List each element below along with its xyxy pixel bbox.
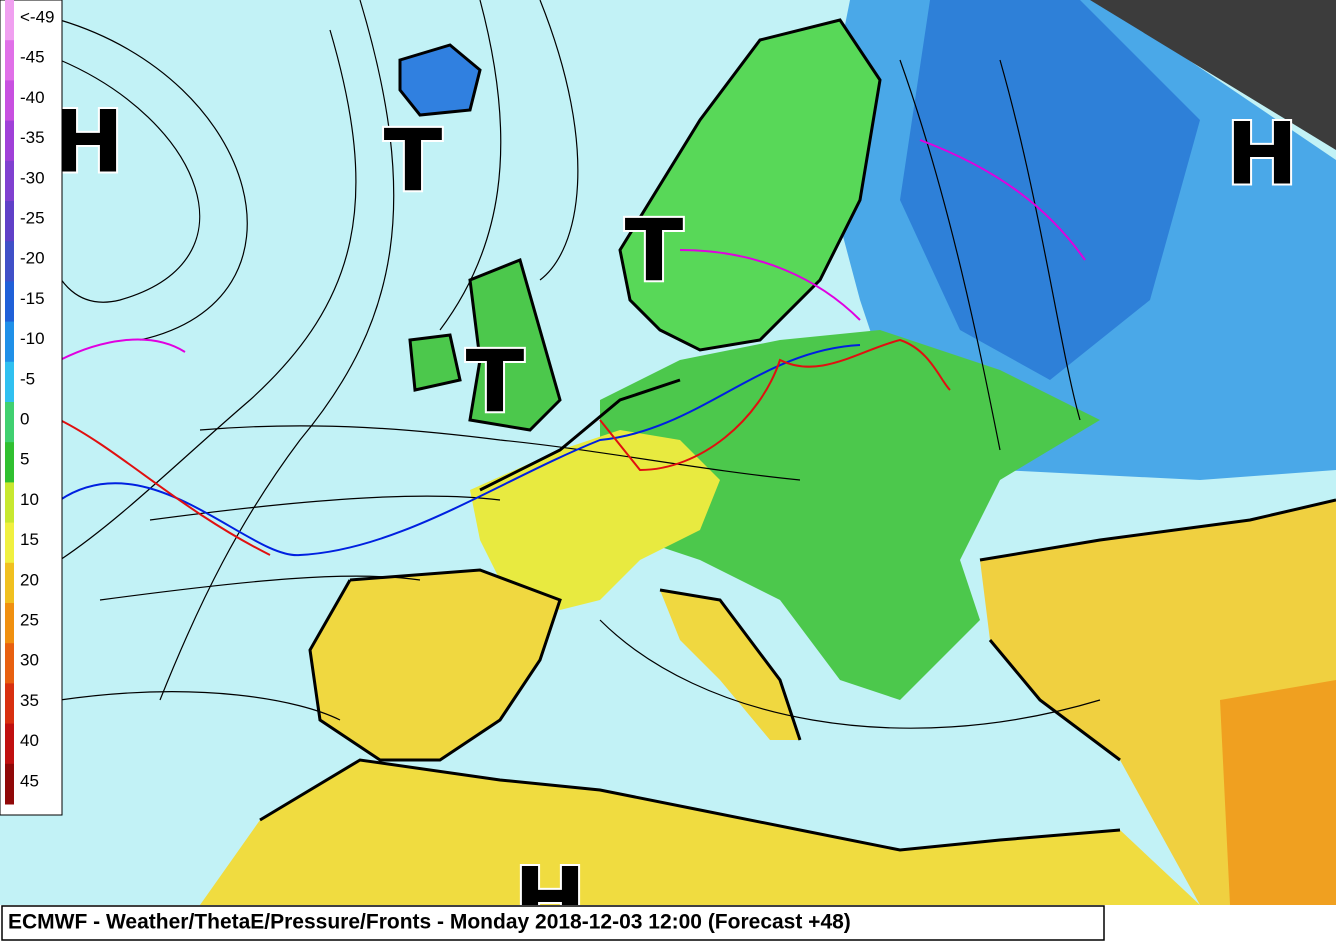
colorbar-swatch	[5, 361, 14, 403]
italy	[660, 590, 800, 740]
coastline	[398, 43, 562, 432]
coastline	[259, 378, 1336, 852]
footer-box	[1, 905, 1105, 941]
colorbar-swatch	[5, 603, 14, 644]
warm-front	[599, 338, 951, 472]
colorbar-swatch	[5, 562, 14, 604]
colorbar-swatch	[5, 723, 14, 765]
colorbar-label: 10	[20, 490, 39, 509]
colorbar-swatch	[5, 683, 14, 725]
pressure-center: T	[466, 332, 525, 432]
colorbar-swatch	[5, 482, 14, 524]
pressure-center: T	[384, 111, 443, 211]
pressure-center: H	[52, 92, 124, 192]
france	[470, 430, 720, 610]
colorbar-label: 40	[20, 731, 39, 750]
colorbar-label: -45	[20, 48, 45, 67]
colorbar-swatch	[5, 0, 14, 41]
colorbar-swatch	[5, 402, 14, 443]
colorbar-label: <-49	[20, 7, 55, 26]
colorbar-swatch	[5, 442, 14, 483]
pressure-center: H	[1226, 104, 1298, 204]
ireland	[410, 335, 460, 390]
colorbar-swatch	[5, 643, 14, 684]
central-europe	[600, 330, 1100, 700]
colorbar-label: 5	[20, 450, 29, 469]
colorbar-swatch	[5, 160, 14, 202]
colorbar-swatch	[5, 40, 14, 81]
colorbar-label: -25	[20, 208, 45, 227]
colorbar-swatch	[5, 763, 14, 805]
colorbar-label: -10	[20, 329, 45, 348]
iceland	[400, 45, 480, 115]
warm-front	[59, 419, 271, 556]
colorbar-label: -5	[20, 369, 35, 388]
iberia	[310, 570, 560, 760]
occluded-front	[59, 139, 1086, 361]
colorbar-swatch	[5, 80, 14, 122]
footer-title: ECMWF - Weather/ThetaE/Pressure/Fronts -…	[8, 911, 851, 934]
legend: <-49 -45 -40 -35 -30 -25 -20 -15 -10 -5 0 5 10 15 20 25…	[0, 0, 63, 816]
colorbar-label: -20	[20, 249, 45, 268]
hot-region	[1220, 680, 1336, 905]
no-data	[1090, 0, 1336, 150]
colorbar-swatch	[5, 321, 14, 363]
colorbar-label: 35	[20, 691, 39, 710]
colorbar-swatch	[5, 201, 14, 242]
scandinavia	[620, 20, 880, 350]
colorbar-label: 0	[20, 409, 29, 428]
colorbar-label: -30	[20, 168, 45, 187]
colorbar-label: 20	[20, 570, 39, 589]
north-africa	[200, 760, 1200, 905]
isobars	[39, 0, 1101, 729]
coastline	[618, 18, 882, 352]
colorbar-swatch	[5, 522, 14, 564]
britain	[470, 260, 560, 430]
colorbar-swatch	[5, 281, 14, 323]
colorbar-label: 15	[20, 530, 39, 549]
colorbar-label: 25	[20, 610, 39, 629]
colorbar-label: -40	[20, 88, 45, 107]
pressure-center: T	[625, 201, 684, 301]
cold-front	[59, 344, 861, 557]
colorbar-label: -15	[20, 289, 45, 308]
colorbar-label: -35	[20, 128, 45, 147]
colorbar-label: 30	[20, 651, 39, 670]
colorbar-swatch	[5, 241, 14, 282]
colorbar-label: 45	[20, 771, 39, 790]
colorbar-swatch	[5, 120, 14, 162]
cold-core	[900, 0, 1200, 380]
